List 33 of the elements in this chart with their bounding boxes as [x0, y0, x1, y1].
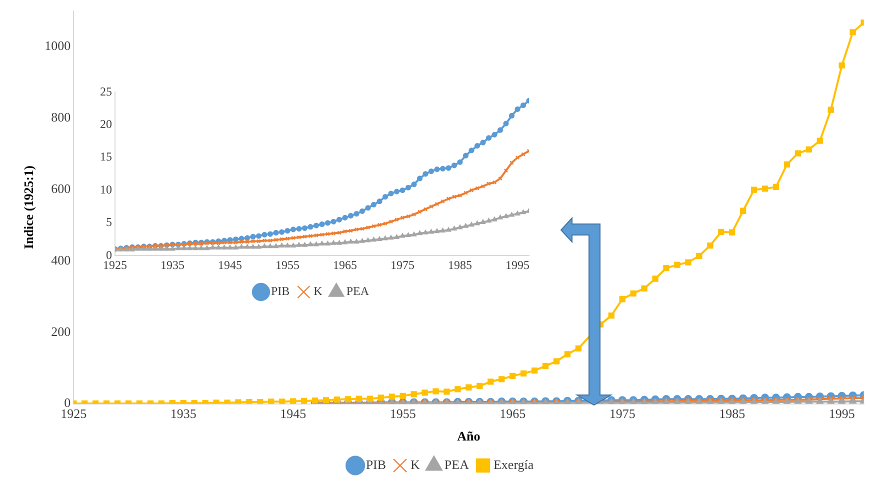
x-tick-label: 1965 — [500, 406, 526, 422]
x-tick-label: 1935 — [160, 258, 184, 272]
x-tick-label: 1995 — [828, 406, 855, 422]
x-tick-label: 1975 — [609, 406, 636, 422]
y-tick-label: 20 — [100, 117, 112, 132]
y-tick-label: 600 — [51, 180, 71, 196]
x-tick-label: 1975 — [390, 258, 414, 272]
y-tick-label: 400 — [51, 252, 71, 268]
legend-label: PEA — [444, 456, 470, 472]
legend-label: K — [314, 284, 323, 298]
x-tick-label: 1945 — [218, 258, 242, 272]
x-tick-label: 1955 — [276, 258, 300, 272]
y-tick-label: 1000 — [44, 38, 71, 53]
x-tick-label: 1945 — [280, 406, 306, 422]
legend-label: PIB — [270, 284, 290, 298]
y-tick-label: 800 — [51, 109, 71, 124]
legend-label: Exergía — [493, 456, 534, 472]
legend-label: K — [410, 456, 421, 472]
legend-label: PEA — [346, 284, 370, 298]
x-tick-label: 1985 — [719, 406, 746, 422]
x-tick-label: 1955 — [390, 406, 416, 422]
y-tick-label: 5 — [106, 215, 112, 230]
y-axis-title: Indice (1925:1) — [21, 166, 36, 250]
x-tick-label: 1995 — [506, 258, 530, 272]
x-tick-label: 1935 — [170, 406, 196, 422]
x-tick-label: 1985 — [448, 258, 472, 272]
y-tick-label: 200 — [51, 324, 71, 339]
x-axis-title: Año — [457, 428, 480, 444]
y-tick-label: 25 — [100, 84, 112, 98]
y-tick-label: 15 — [100, 150, 112, 164]
x-tick-label: 1965 — [333, 258, 357, 272]
y-tick-label: 10 — [100, 182, 112, 196]
legend-label: PIB — [366, 456, 386, 472]
